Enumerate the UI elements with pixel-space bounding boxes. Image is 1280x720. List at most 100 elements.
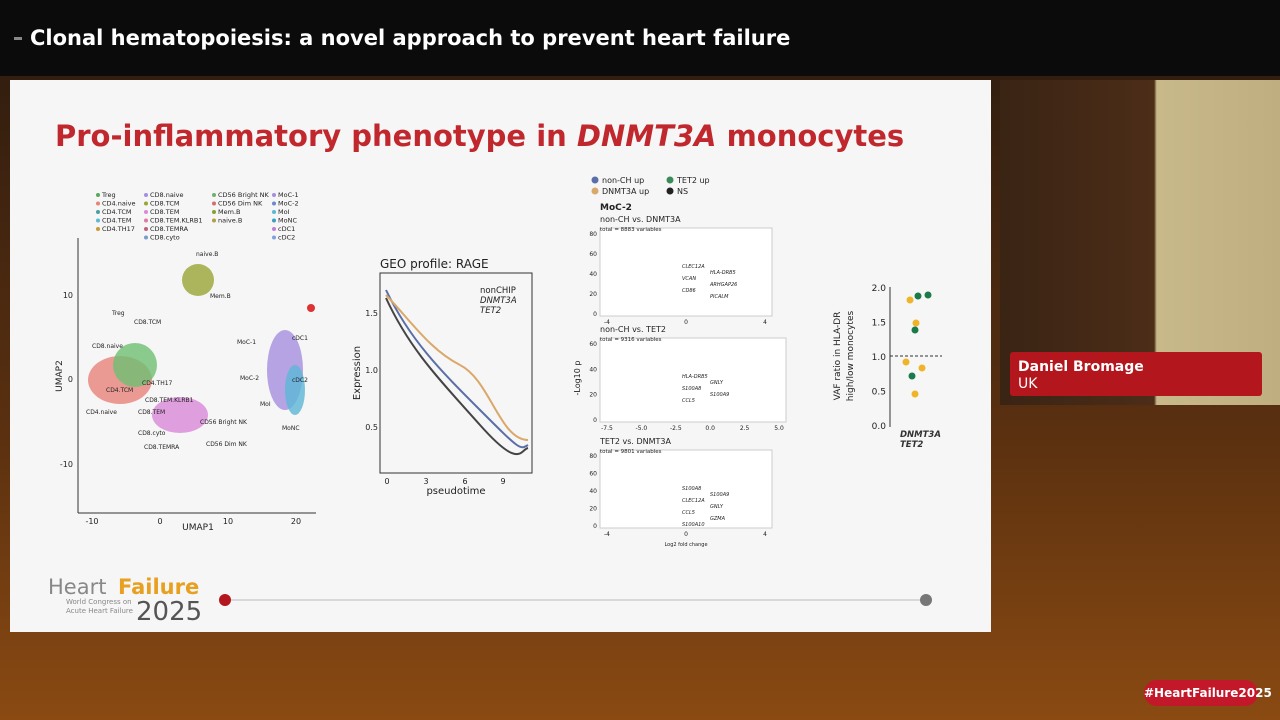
gene-label: CLEC12A <box>682 264 705 270</box>
tick-label: -4 <box>604 531 610 538</box>
legend-dot <box>144 235 148 240</box>
legend-entry: CD4.TCM <box>102 208 131 216</box>
title-gene: DNMT3A <box>577 119 717 153</box>
tick-label: 0.0 <box>872 422 887 432</box>
legend-dot <box>591 187 599 195</box>
legend-entry: TET2 <box>900 440 923 450</box>
tick-label: 1.5 <box>872 319 886 329</box>
title-part: Pro-inflammatory phenotype in <box>55 119 577 153</box>
panel-title: non-CH vs. DNMT3A <box>600 215 681 224</box>
dot <box>914 292 922 300</box>
tick-label: 0 <box>593 417 597 424</box>
cluster-label: cDC1 <box>292 335 308 342</box>
gene-label: CLEC12A <box>682 498 705 504</box>
cluster-label: Mem.B <box>210 293 231 300</box>
tick-label: 60 <box>589 471 597 478</box>
legend-entry: CD8.TCM <box>150 200 179 208</box>
umap-plot <box>77 238 316 514</box>
legend-entry: cDC1 <box>278 225 295 233</box>
frame <box>599 337 787 423</box>
logo-word: Failure <box>118 575 199 599</box>
legend-entry: Treg <box>101 191 116 199</box>
tick-label: 4 <box>763 531 767 538</box>
legend-entry: Mem.B <box>218 208 240 216</box>
slide-title: Pro-inflammatory phenotype in DNMT3A mon… <box>55 119 904 153</box>
legend-dot <box>212 210 216 214</box>
speaker-country: UK <box>1018 376 1038 392</box>
dot <box>902 358 910 366</box>
legend-dot <box>272 201 276 206</box>
legend-dot <box>666 187 674 195</box>
axis-label: pseudotime <box>426 486 485 497</box>
legend-entry: CD56 Bright NK <box>218 191 270 199</box>
gene-label: GNLY <box>710 380 724 386</box>
legend-entry: MoI <box>278 208 290 216</box>
tick-label: -2.5 <box>670 425 682 432</box>
axis-label: Expression <box>352 346 363 400</box>
legend-entry: NS <box>677 187 688 196</box>
tick-label: 5.0 <box>774 425 784 432</box>
axis-label: UMAP2 <box>55 360 65 392</box>
legend-entry: non-CH up <box>602 176 644 185</box>
legend-entry: DNMT3A <box>480 296 517 306</box>
progress-end <box>920 594 932 606</box>
tick-label: 4 <box>763 319 767 326</box>
legend-entry: DNMT3A up <box>602 187 649 196</box>
legend-dot <box>212 193 216 197</box>
gene-label: GZMA <box>710 516 726 522</box>
cluster-label: MoC-1 <box>237 339 256 346</box>
legend-entry: CD56 Dim NK <box>218 200 263 208</box>
dot <box>918 364 926 372</box>
tick-label: 0.0 <box>705 425 715 432</box>
panel-note: total = 9316 variables <box>600 337 662 343</box>
frame <box>599 449 773 529</box>
gene-label: CD86 <box>682 288 696 294</box>
plot-title: GEO profile: RAGE <box>380 257 489 271</box>
title-part: monocytes <box>716 119 904 153</box>
cluster-label: MoNC <box>282 425 300 432</box>
cluster-label: MoI <box>260 401 271 408</box>
cluster-label: naive.B <box>196 251 218 258</box>
legend-dot <box>272 235 276 240</box>
dot <box>911 326 919 334</box>
legend-entry: MoC-2 <box>278 200 299 208</box>
cluster-label: cDC2 <box>292 377 308 384</box>
legend-entry: TET2 up <box>676 176 710 185</box>
curve <box>385 294 529 441</box>
cluster <box>152 397 208 433</box>
tick-label: 9 <box>500 477 505 486</box>
geo-plot <box>379 272 533 474</box>
tick-label: -7.5 <box>601 425 613 432</box>
legend-dot <box>272 193 276 197</box>
cluster-label: MoC-2 <box>240 375 259 382</box>
axis-label: high/low monocytes <box>846 310 856 401</box>
panel-note: total = 9801 variables <box>600 449 662 455</box>
cluster-label: CD4.TH17 <box>142 380 173 387</box>
speaker-lower-third: Daniel Bromage UK <box>1010 352 1262 396</box>
gene-label: S100A10 <box>682 522 705 528</box>
legend-dot <box>144 227 148 231</box>
legend-dot <box>144 193 148 197</box>
legend-entry: CD8.TEM.KLRB1 <box>150 217 203 225</box>
tick-label: -10 <box>85 517 98 526</box>
tick-label: 2.5 <box>740 425 750 432</box>
tick-label: -5.0 <box>636 425 648 432</box>
legend-entry: DNMT3A <box>900 430 941 440</box>
tick-label: 80 <box>589 231 597 238</box>
cluster-label: CD8.TEMRA <box>144 444 180 451</box>
legend-dot <box>96 227 100 231</box>
legend-dot <box>591 176 599 184</box>
tick-label: 0 <box>384 477 389 486</box>
legend-dot <box>144 210 148 214</box>
cluster-label: CD4.TCM <box>106 387 133 394</box>
bullet <box>14 37 22 40</box>
hashtag: #HeartFailure2025 <box>1144 680 1272 706</box>
tick-label: 60 <box>589 341 597 348</box>
slide: Pro-inflammatory phenotype in DNMT3A mon… <box>10 80 991 632</box>
tick-label: 20 <box>589 392 597 399</box>
slide-bg <box>10 80 991 632</box>
curve <box>385 297 529 456</box>
legend-dot <box>212 218 216 223</box>
legend-entry: MoC-1 <box>278 191 299 199</box>
dot <box>908 372 916 380</box>
